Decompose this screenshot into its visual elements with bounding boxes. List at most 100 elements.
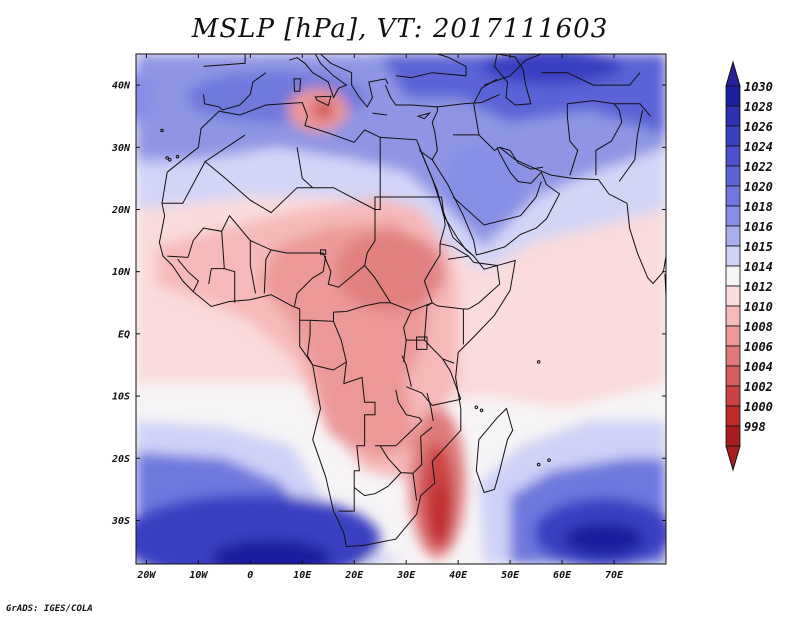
iran-india-coast [499, 146, 666, 285]
persian-gulf [499, 146, 543, 170]
colorbar-swatch [725, 285, 741, 307]
border-7 [249, 240, 256, 294]
border-18 [406, 339, 455, 364]
balkans-greece [320, 54, 389, 108]
island-4 [124, 233, 127, 236]
south-atlantic-high [136, 494, 381, 564]
lake-malawi [426, 392, 434, 422]
lon-tick-label: 40E [449, 570, 468, 581]
colorbar-level-label: 1014 [744, 260, 773, 274]
south-atlantic-core [211, 539, 332, 564]
border-6 [167, 214, 365, 288]
colorbar-swatch [725, 245, 741, 267]
lat-tick-label: 30S [111, 516, 130, 527]
africa-coastline [158, 101, 516, 548]
colorbar-swatch [725, 405, 741, 427]
border-12 [294, 256, 327, 307]
border-9 [208, 268, 225, 285]
border-33 [567, 100, 623, 176]
plot-frame [135, 53, 667, 565]
border-10 [177, 258, 200, 292]
border-23 [412, 426, 433, 501]
lat-tick-label: 20N [111, 205, 131, 216]
colorbar-swatch [725, 265, 741, 287]
crete [372, 112, 388, 116]
colorbar-level-label: 1002 [744, 380, 773, 394]
border-22 [375, 389, 423, 447]
colorbar-swatch [725, 385, 741, 407]
colorbar-level-label: 1000 [744, 400, 773, 414]
colorbar-level-label: 1020 [744, 180, 773, 194]
sicily [314, 95, 332, 107]
sudan-low [335, 231, 446, 312]
border-5 [423, 196, 446, 303]
border-29 [453, 134, 500, 152]
lon-tick-label: 60E [553, 570, 572, 581]
lon-tick-label: 20W [136, 570, 156, 581]
border-19 [423, 302, 433, 341]
island-10 [536, 360, 541, 364]
lake-victoria [416, 336, 428, 350]
black-sea [395, 54, 467, 79]
madagascar [475, 407, 514, 494]
border-8 [221, 231, 236, 303]
lat-tick-label: 40N [112, 81, 131, 92]
grads-credit: GrADS: IGES/COLA [6, 604, 93, 614]
island-0 [165, 156, 169, 160]
colorbar-level-label: 1030 [744, 80, 773, 94]
lat-tick-label: 10N [112, 267, 131, 278]
border-17 [403, 310, 412, 362]
colorbar-level-label: 1008 [744, 320, 773, 334]
caspian-sea [493, 54, 532, 106]
border-24 [379, 445, 414, 474]
colorbar-level-label: 1012 [744, 280, 773, 294]
red-sea-west [418, 147, 475, 257]
border-37 [541, 72, 641, 86]
border-32 [566, 103, 579, 176]
colorbar-swatch [725, 205, 741, 227]
arabia-coast [418, 147, 561, 256]
lon-tick-label: 10W [189, 570, 208, 581]
colorbar-swatch [725, 345, 741, 367]
colorbar-level-label: 1006 [744, 340, 773, 354]
iberia-south [203, 72, 267, 111]
lon-tick-label: 50E [501, 570, 520, 581]
colorbar-swatch [725, 105, 741, 127]
cyprus [416, 112, 432, 120]
island-9 [479, 408, 484, 413]
colorbar-swatch [725, 225, 741, 247]
eurasia-high-core [481, 54, 622, 85]
border-34 [614, 103, 651, 117]
border-35 [618, 109, 644, 182]
indian-ocean-core [563, 523, 644, 556]
border-11 [263, 249, 272, 294]
island-2 [175, 154, 180, 159]
lat-tick-label: 30N [111, 143, 131, 154]
island-6 [536, 462, 541, 467]
lon-tick-label: 0 [247, 570, 253, 581]
colorbar-bottom-arrow [725, 445, 741, 472]
border-14 [306, 320, 314, 366]
lon-tick-label: 70E [605, 570, 624, 581]
border-31 [437, 93, 500, 108]
sardinia [293, 78, 302, 92]
border-38 [431, 131, 438, 160]
colorbar-swatch [725, 85, 741, 107]
border-25 [353, 472, 402, 497]
pressure-field [136, 54, 666, 564]
border-0 [162, 134, 246, 204]
island-3 [160, 128, 164, 133]
colorbar-swatch [725, 165, 741, 187]
colorbar-level-label: 1004 [744, 360, 773, 374]
map-title: MSLP [hPa], VT: 2017111603 [191, 14, 609, 44]
lon-tick-label: 30E [396, 570, 416, 581]
colorbar-swatch [725, 185, 741, 207]
border-28 [452, 181, 542, 226]
colorbar-swatch [725, 365, 741, 387]
mozambique-low-core [433, 484, 452, 545]
colorbar-level-label: 1010 [744, 300, 773, 314]
colorbar-level-label: 1018 [744, 200, 773, 214]
colorbar-swatch [725, 125, 741, 147]
colorbar-level-label: 1016 [744, 220, 773, 234]
border-2 [296, 147, 314, 189]
